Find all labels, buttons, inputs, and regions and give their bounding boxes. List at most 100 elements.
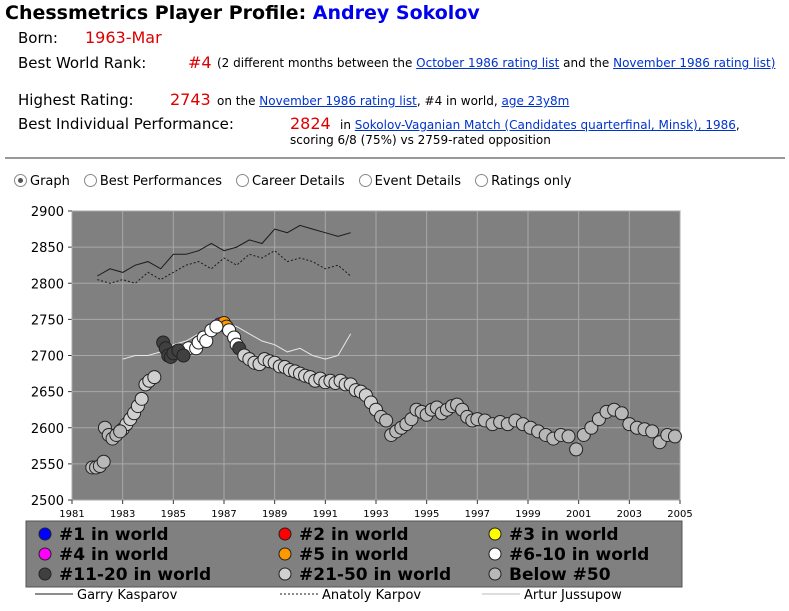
tab[interactable]: Ratings only: [475, 174, 571, 189]
x-tick-label: 1999: [515, 509, 540, 520]
rating-point: [147, 370, 162, 385]
text: (2 different months between the: [217, 56, 413, 70]
rank-label: Best World Rank:: [18, 54, 147, 72]
legend-marker: [38, 527, 52, 541]
x-tick-label: 1987: [211, 509, 236, 520]
link[interactable]: age 23y8m: [501, 94, 570, 108]
text: on the: [217, 94, 256, 108]
legend-marker: [38, 567, 52, 581]
tab-label[interactable]: Career Details: [251, 174, 345, 189]
tab[interactable]: Career Details: [235, 174, 345, 189]
legend-label: #1 in world: [59, 525, 169, 545]
legend-label: #11-20 in world: [59, 565, 211, 585]
page-title: Chessmetrics Player Profile: Andrey Soko…: [5, 2, 480, 24]
y-tick-label: 2800: [31, 277, 64, 292]
tab-label[interactable]: Best Performances: [99, 174, 222, 189]
legend-label: #3 in world: [509, 525, 619, 545]
highest-note: on the November 1986 rating list, #4 in …: [217, 94, 569, 108]
legend-marker: [488, 567, 502, 581]
legend-label: Below #50: [509, 565, 611, 585]
rank-value: #4: [188, 53, 212, 72]
tab[interactable]: Best Performances: [83, 174, 222, 189]
born-value: 1963-Mar: [85, 28, 162, 47]
x-tick-label: 1997: [465, 509, 490, 520]
rating-line: [97, 250, 352, 284]
legend-label: #21-50 in world: [299, 565, 451, 585]
x-tick-label: 1983: [110, 509, 135, 520]
legend-marker: [488, 547, 502, 561]
performance-label: Best Individual Performance:: [18, 115, 234, 133]
rating-point: [645, 424, 660, 439]
tab-label[interactable]: Event Details: [374, 174, 462, 189]
performance-note: in Sokolov-Vaganian Match (Candidates qu…: [340, 118, 740, 132]
tab-label[interactable]: Ratings only: [491, 174, 572, 189]
x-tick-label: 1985: [161, 509, 186, 520]
rating-point: [614, 406, 629, 421]
rating-point: [96, 454, 111, 469]
tab[interactable]: Graph: [14, 174, 70, 189]
legend-label: #4 in world: [59, 545, 169, 565]
highest-value: 2743: [170, 90, 211, 109]
rating-point: [561, 429, 576, 444]
performance-note-2: scoring 6/8 (75%) vs 2759-rated oppositi…: [290, 133, 551, 147]
radio[interactable]: [83, 174, 97, 187]
y-tick-label: 2750: [31, 313, 64, 328]
legend-marker: [278, 527, 292, 541]
link[interactable]: November 1986 rating list: [613, 56, 771, 70]
player-name: Andrey Sokolov: [312, 2, 480, 24]
divider: [5, 157, 785, 159]
legend-label: #6-10 in world: [509, 545, 649, 565]
rating-point: [569, 442, 584, 457]
radio[interactable]: [14, 174, 27, 187]
link[interactable]: Sokolov-Vaganian Match (Candidates quart…: [354, 118, 736, 132]
tab-label[interactable]: Graph: [30, 174, 70, 189]
legend-marker: [278, 547, 292, 561]
legend-box: [25, 520, 683, 588]
text: ): [770, 56, 776, 70]
rating-point: [134, 391, 149, 406]
legend-marker: [38, 547, 52, 561]
view-tabs: Graph Best Performances Career Details Even…: [14, 174, 585, 189]
link[interactable]: November 1986 rating list: [259, 94, 417, 108]
legend-label: Garry Kasparov: [77, 588, 178, 603]
rating-point: [113, 424, 128, 439]
radio[interactable]: [235, 174, 249, 187]
y-tick-label: 2650: [31, 386, 64, 401]
legend-label: #2 in world: [299, 525, 409, 545]
y-tick-label: 2850: [31, 241, 64, 256]
rank-note: (2 different months between the October …: [217, 56, 782, 70]
x-tick-label: 2005: [667, 509, 692, 520]
link[interactable]: October 1986 rating list: [416, 56, 560, 70]
text: , #4 in world,: [416, 94, 498, 108]
text: in: [340, 118, 351, 132]
legend-label: Anatoly Karpov: [322, 588, 421, 603]
y-tick-label: 2700: [31, 350, 64, 365]
y-tick-label: 2600: [31, 422, 64, 437]
legend-label: #5 in world: [299, 545, 409, 565]
rating-point: [667, 429, 682, 444]
rating-point: [209, 319, 224, 334]
rating-line: [97, 224, 351, 277]
y-tick-label: 2900: [31, 205, 64, 220]
performance-value: 2824: [290, 114, 331, 133]
x-tick-label: 2001: [566, 509, 591, 520]
title-text: Chessmetrics Player Profile:: [5, 2, 307, 24]
x-tick-label: 1981: [59, 509, 84, 520]
radio[interactable]: [358, 174, 372, 187]
x-tick-label: 1991: [313, 509, 338, 520]
legend-marker: [488, 527, 502, 541]
y-tick-label: 2500: [31, 494, 64, 509]
y-tick-label: 2550: [31, 458, 64, 473]
text: ,: [735, 118, 740, 132]
x-tick-label: 2003: [617, 509, 642, 520]
legend-label: Artur Jussupow: [524, 588, 622, 603]
x-tick-label: 1995: [414, 509, 439, 520]
chart: 2500 2550 2600 2650 2700 2750 2800 2850 2900 1981…: [25, 205, 693, 603]
radio[interactable]: [475, 174, 489, 187]
born-label: Born:: [18, 29, 58, 47]
rating-point: [379, 413, 394, 428]
tab[interactable]: Event Details: [358, 174, 462, 189]
highest-label: Highest Rating:: [18, 91, 134, 109]
x-tick-label: 1993: [363, 509, 388, 520]
